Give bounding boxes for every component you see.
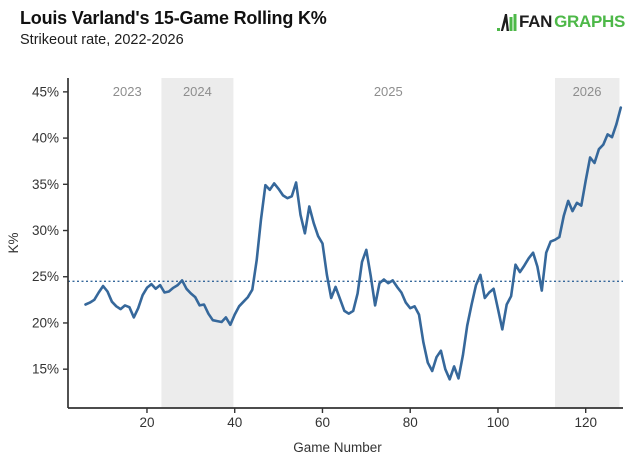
x-tick-label: 40 [227, 415, 242, 430]
logo-text-graphs: GRAPHS [554, 12, 625, 31]
year-band-2024 [161, 78, 234, 408]
k-percent-line-chart: 2023 2024 2025 2026 15% 20% 25% 30% 35% 40% 45% 20 4… [6, 78, 623, 455]
y-tick-label: 25% [32, 269, 59, 284]
chart-subtitle: Strikeout rate, 2022-2026 [20, 32, 184, 48]
x-tick-label: 100 [487, 415, 510, 430]
x-axis-label: Game Number [293, 440, 382, 455]
y-tick-label: 30% [32, 223, 59, 238]
chart-title: Louis Varland's 15-Game Rolling K% [20, 8, 327, 28]
year-band-2026 [554, 78, 620, 408]
fangraphs-icon [496, 12, 517, 32]
year-label-2026: 2026 [573, 84, 602, 99]
year-label-2025: 2025 [374, 84, 403, 99]
y-tick-label: 20% [32, 315, 59, 330]
chart-header: Louis Varland's 15-Game Rolling K% Strik… [0, 0, 640, 58]
fangraphs-logo: FAN GRAPHS [496, 12, 625, 32]
k-percent-series-line [84, 106, 623, 381]
year-label-2024: 2024 [183, 84, 212, 99]
logo-text-fan: FAN [518, 12, 553, 31]
x-tick-label: 60 [315, 415, 330, 430]
y-tick-label: 15% [32, 362, 59, 377]
x-tick-label: 20 [139, 415, 154, 430]
x-tick-label: 80 [403, 415, 418, 430]
x-tick-label: 120 [574, 415, 597, 430]
year-label-2023: 2023 [113, 84, 142, 99]
y-tick-label: 40% [32, 131, 59, 146]
y-tick-label: 45% [32, 84, 59, 99]
y-axis-label: K% [6, 232, 21, 253]
y-tick-label: 35% [32, 177, 59, 192]
